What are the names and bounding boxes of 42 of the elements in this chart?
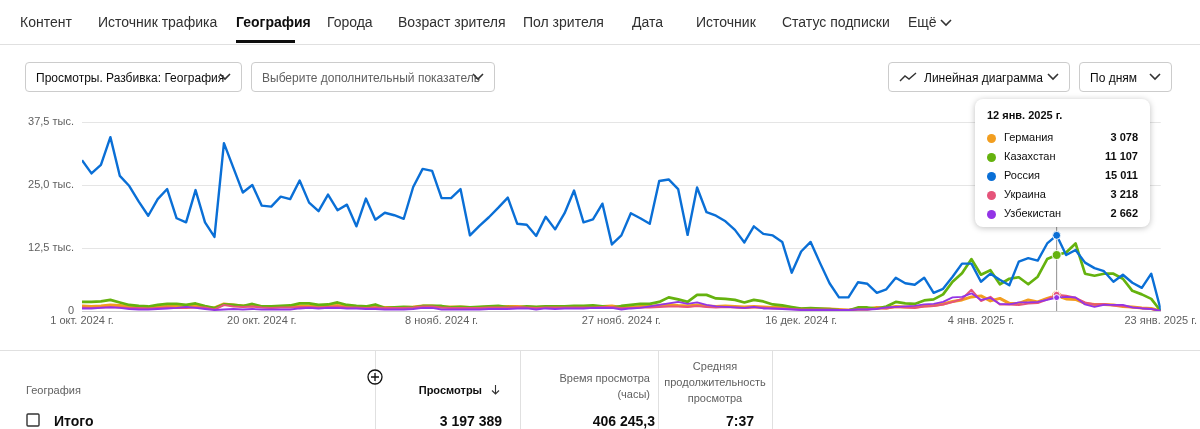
text: Выберите дополнительный показатель	[251, 62, 495, 92]
annotation: 15 011	[1104, 169, 1138, 181]
text: Источник трафика	[98, 14, 218, 30]
text: Источник	[696, 14, 756, 30]
annotation: 11 107	[1104, 150, 1138, 162]
annotation: 3 078	[1110, 131, 1138, 143]
text: Ещё	[908, 14, 937, 30]
legend-label: Украина	[1004, 188, 1046, 200]
text: 406 245,3	[592, 413, 655, 429]
text: 7:37	[725, 413, 754, 429]
x-tick-label: 20 окт. 2024 г.	[227, 313, 297, 326]
annotation: 3 218	[1110, 188, 1138, 200]
annotation: 2 662	[1110, 207, 1138, 219]
legend-label: Германия	[1004, 131, 1054, 143]
x-tick-label: 27 нояб. 2024 г.	[581, 313, 661, 326]
text: География	[236, 14, 311, 30]
x-tick-label: 23 янв. 2025 г.	[1124, 313, 1197, 326]
text: Контент	[20, 14, 72, 30]
text: Просмотры	[418, 384, 482, 396]
y-tick-label: 25,0 тыс.	[28, 178, 74, 191]
x-tick-label: 4 янв. 2025 г.	[947, 313, 1015, 326]
text: Города	[327, 14, 373, 30]
text: Возраст зрителя	[398, 14, 506, 30]
text: 3 197 389	[439, 413, 502, 429]
x-tick-label: 8 нояб. 2024 г.	[405, 313, 479, 326]
text: Линейная диаграмма	[888, 62, 1070, 92]
text: 12 янв. 2025 г.	[987, 109, 1063, 121]
text: Пол зрителя	[523, 14, 604, 30]
legend-label: Узбекистан	[1004, 207, 1062, 219]
y-tick-label: 37,5 тыс.	[28, 115, 74, 128]
x-tick-label: 16 дек. 2024 г.	[765, 313, 838, 326]
text: География	[26, 384, 81, 396]
text: Средняя продолжительность просмотра	[663, 359, 767, 406]
text: Просмотры. Разбивка: География	[25, 62, 242, 92]
text: По дням	[1079, 62, 1172, 92]
y-tick-label: 12,5 тыс.	[28, 241, 74, 254]
legend-label: Россия	[1004, 169, 1041, 181]
text: Статус подписки	[782, 14, 890, 30]
text: Дата	[632, 14, 664, 30]
legend-label: Казахстан	[1004, 150, 1056, 162]
text: Время просмотра (часы)	[558, 371, 650, 402]
text: Итого	[54, 413, 94, 429]
